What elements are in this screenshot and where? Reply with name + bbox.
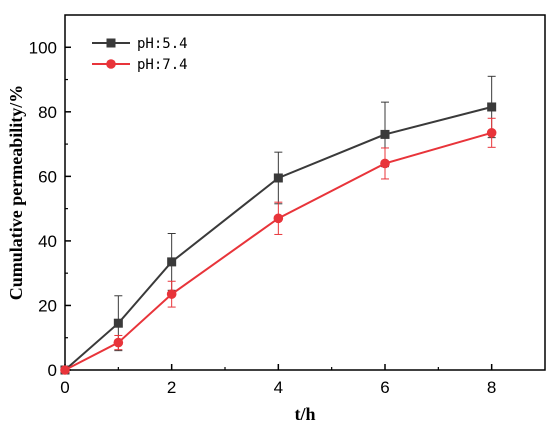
series-line: [64, 131, 492, 371]
y-tick-label: 20: [38, 296, 57, 315]
data-point: [113, 337, 124, 348]
data-point: [273, 173, 283, 183]
legend-label: pH:7.4: [137, 57, 188, 73]
data-point: [113, 318, 123, 328]
data-point: [380, 129, 390, 139]
legend-item: pH:7.4: [92, 57, 188, 73]
y-tick-label: 0: [48, 361, 57, 380]
y-tick-label: 80: [38, 103, 57, 122]
legend-item: pH:5.4: [92, 36, 188, 52]
data-point: [487, 102, 497, 112]
x-tick-label: 8: [487, 378, 496, 397]
y-tick-label: 60: [38, 167, 57, 186]
data-point: [380, 158, 390, 169]
legend: pH:5.4 pH:7.4: [92, 36, 188, 73]
series-line: [64, 106, 492, 371]
series-2: [60, 117, 497, 375]
y-axis-title: Cumulative permeability/%: [6, 85, 26, 300]
x-axis-title: t/h: [294, 404, 315, 424]
data-point: [60, 365, 70, 375]
x-tick-label: 4: [274, 378, 283, 397]
legend-marker: [106, 38, 116, 48]
x-tick-label: 6: [380, 378, 389, 397]
data-point: [167, 257, 177, 267]
x-tick-label: 0: [60, 378, 69, 397]
legend-marker: [106, 59, 116, 69]
y-tick-label: 40: [38, 232, 57, 251]
plot-frame: [64, 14, 546, 371]
series-layer: [60, 75, 497, 375]
data-point: [486, 127, 497, 138]
data-point: [273, 213, 284, 224]
y-tick-label: 100: [29, 38, 57, 57]
data-point: [166, 289, 177, 299]
x-tick-label: 2: [167, 378, 176, 397]
legend-label: pH:5.4: [137, 36, 188, 52]
